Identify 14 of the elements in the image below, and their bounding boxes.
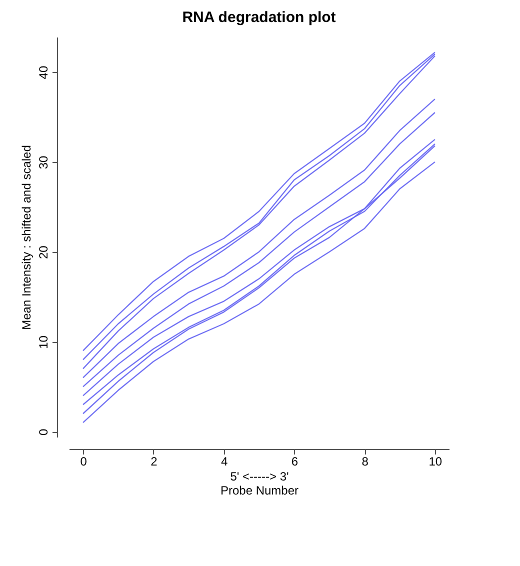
- x-tick-label: 10: [428, 454, 442, 468]
- x-tick-label: 2: [150, 454, 158, 468]
- x-axis-title: 5' <-----> 3' Probe Number: [220, 470, 299, 498]
- chart-title: RNA degradation plot: [182, 9, 336, 26]
- x-tick-label: 6: [291, 454, 298, 468]
- x-tick-label: 0: [80, 454, 88, 468]
- y-tick-label: 10: [36, 335, 50, 349]
- x-tick-label: 4: [220, 454, 228, 468]
- y-tick-label: 20: [36, 245, 50, 260]
- y-tick-label: 30: [36, 155, 50, 170]
- x-tick-label: 8: [362, 454, 369, 468]
- y-tick-label: 40: [36, 66, 50, 80]
- y-axis-title: Mean Intensity : shifted and scaled: [20, 145, 34, 330]
- y-tick-label: 0: [36, 428, 50, 436]
